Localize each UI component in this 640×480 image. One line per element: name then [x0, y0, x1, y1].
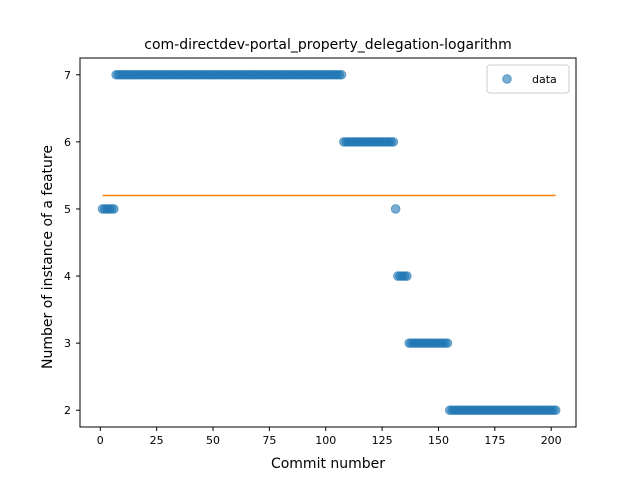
x-tick-label: 25: [150, 434, 164, 447]
y-tick-label: 2: [64, 404, 71, 417]
y-tick-label: 3: [64, 337, 71, 350]
legend-label: data: [532, 73, 557, 86]
x-tick-label: 125: [372, 434, 393, 447]
data-point: [110, 205, 119, 214]
x-tick-label: 150: [428, 434, 449, 447]
x-tick-label: 50: [206, 434, 220, 447]
x-axis-label: Commit number: [271, 456, 385, 472]
y-tick-label: 7: [64, 69, 71, 82]
data-point: [551, 406, 560, 415]
x-tick-label: 100: [315, 434, 336, 447]
x-tick-label: 0: [97, 434, 104, 447]
x-tick-label: 200: [541, 434, 562, 447]
x-tick-label: 75: [262, 434, 276, 447]
legend: data: [487, 65, 569, 93]
data-point: [337, 70, 346, 79]
y-tick-label: 6: [64, 136, 71, 149]
data-point: [403, 272, 412, 281]
data-point: [443, 339, 452, 348]
y-tick-label: 4: [64, 270, 71, 283]
data-point: [391, 205, 400, 214]
plot-area: [80, 58, 576, 427]
y-tick-label: 5: [64, 203, 71, 216]
legend-marker: [503, 75, 512, 84]
y-axis-label: Number of instance of a feature: [40, 145, 56, 369]
data-point: [389, 138, 398, 147]
x-tick-label: 175: [484, 434, 505, 447]
chart-title: com-directdev-portal_property_delegation…: [144, 37, 511, 53]
